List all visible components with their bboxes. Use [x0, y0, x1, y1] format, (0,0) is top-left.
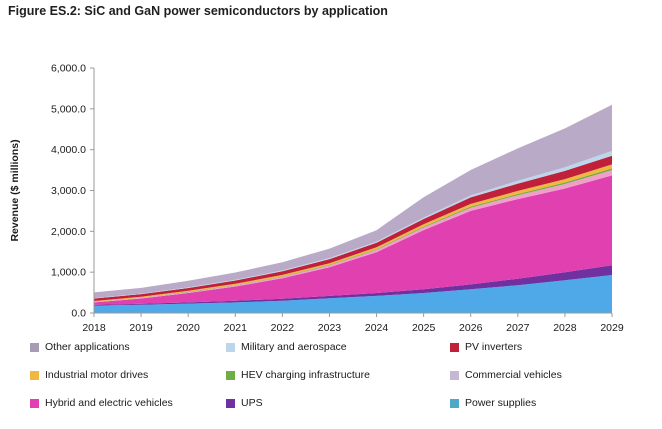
legend-item: Power supplies — [450, 397, 536, 409]
legend-swatch — [30, 398, 39, 408]
legend-label: UPS — [241, 397, 263, 409]
legend-swatch — [30, 342, 39, 352]
x-tick-label: 2026 — [459, 322, 483, 334]
chart-legend: Other applications Military and aerospace… — [30, 341, 650, 423]
legend-label: PV inverters — [465, 341, 523, 353]
x-tick-label: 2019 — [129, 322, 153, 334]
legend-item: UPS — [226, 397, 263, 409]
legend-swatch — [226, 398, 235, 408]
legend-swatch — [450, 370, 459, 380]
legend-item: Commercial vehicles — [450, 369, 562, 381]
x-tick-label: 2029 — [600, 322, 624, 334]
area-series-1 — [94, 265, 612, 306]
legend-label: Power supplies — [465, 397, 537, 409]
x-tick-label: 2025 — [412, 322, 436, 334]
y-tick-label: 0.0 — [71, 308, 86, 320]
legend-label: Military and aerospace — [241, 341, 347, 353]
legend-item: Hybrid and electric vehicles — [30, 397, 173, 409]
legend-swatch — [226, 370, 235, 380]
area-series-2 — [94, 175, 612, 305]
legend-label: Other applications — [45, 341, 130, 353]
x-tick-label: 2027 — [506, 322, 530, 334]
legend-item: PV inverters — [450, 341, 522, 353]
y-tick-label: 5,000.0 — [51, 103, 86, 115]
y-tick-label: 4,000.0 — [51, 144, 86, 156]
legend-item: Industrial motor drives — [30, 369, 148, 381]
legend-item: Other applications — [30, 341, 130, 353]
y-tick-label: 6,000.0 — [51, 63, 86, 75]
x-tick-label: 2021 — [224, 322, 248, 334]
legend-label: Industrial motor drives — [45, 369, 149, 381]
y-tick-label: 1,000.0 — [51, 267, 86, 279]
legend-swatch — [450, 342, 459, 352]
area-series-0 — [94, 275, 612, 313]
x-tick-label: 2018 — [82, 322, 106, 334]
legend-item: Military and aerospace — [226, 341, 347, 353]
y-axis-title: Revenue ($ millions) — [9, 139, 21, 241]
y-tick-label: 3,000.0 — [51, 185, 86, 197]
legend-swatch — [226, 342, 235, 352]
x-tick-label: 2023 — [318, 322, 342, 334]
legend-label: Commercial vehicles — [465, 369, 562, 381]
legend-swatch — [450, 398, 459, 408]
stacked-area-chart: 0.0 1,000.0 2,000.0 3,000.0 4,000.0 5,000.0 6,… — [9, 63, 624, 335]
legend-item: HEV charging infrastructure — [226, 369, 370, 381]
legend-label: HEV charging infrastructure — [241, 369, 370, 381]
x-tick-label: 2024 — [365, 322, 389, 334]
x-tick-label: 2022 — [271, 322, 295, 334]
legend-label: Hybrid and electric vehicles — [45, 397, 173, 409]
legend-swatch — [30, 370, 39, 380]
figure-title: Figure ES.2: SiC and GaN power semicondu… — [8, 4, 388, 18]
x-tick-label: 2028 — [553, 322, 577, 334]
y-tick-label: 2,000.0 — [51, 226, 86, 238]
x-tick-label: 2020 — [177, 322, 201, 334]
